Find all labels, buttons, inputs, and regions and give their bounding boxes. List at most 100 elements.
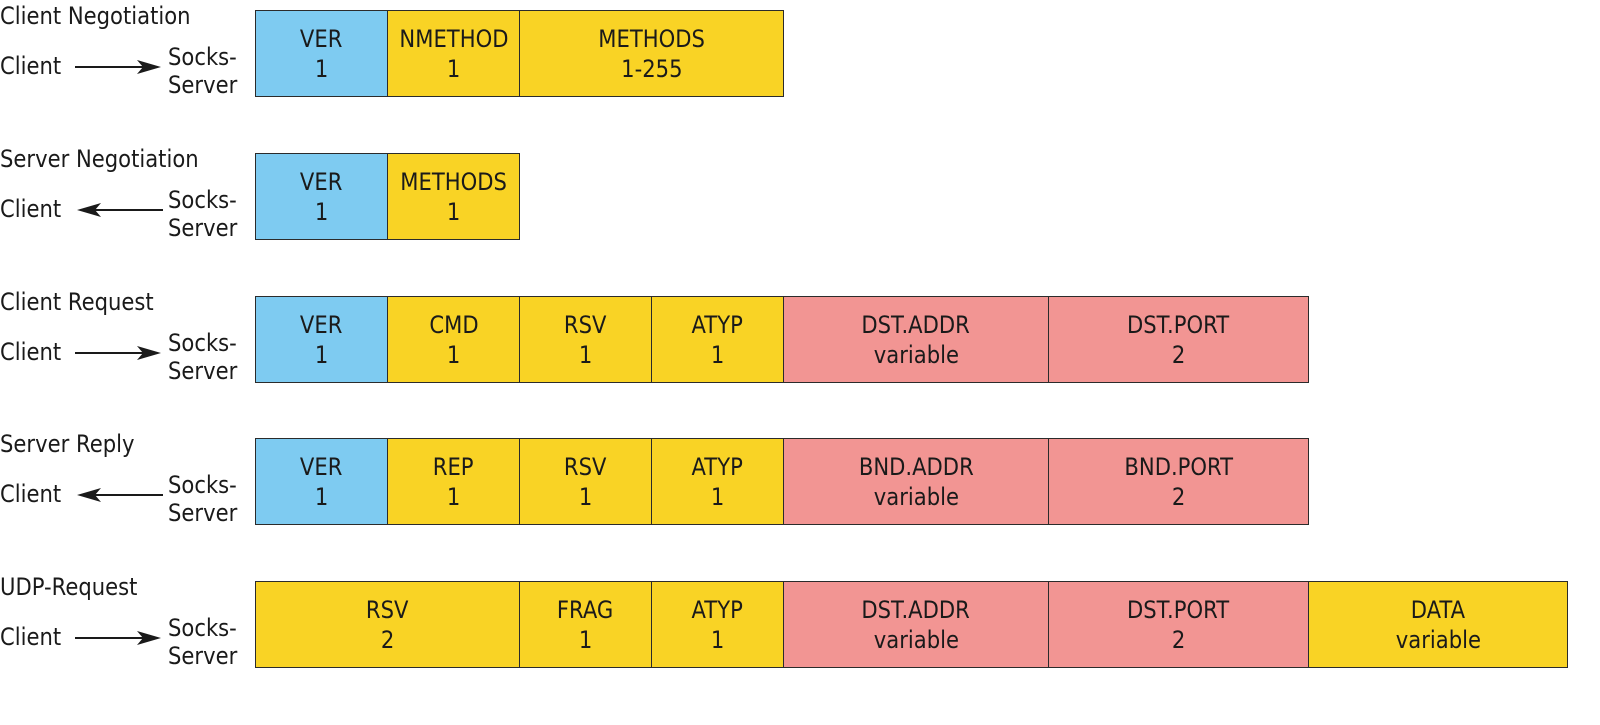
socks-server-label-line2: Server [168,642,238,670]
section-title: Server Negotiation [0,145,199,173]
field-box: BND.ADDR variable [783,438,1049,525]
field-size: 1 [578,625,593,654]
field-box: RSV 1 [519,296,652,383]
field-box: REP 1 [387,438,520,525]
field-name: RSV [564,310,607,339]
field-size: 2 [1171,625,1186,654]
field-name: RSV [564,452,607,481]
field-size: 1 [446,482,461,511]
field-box: VER 1 [255,438,388,525]
field-name: BND.PORT [1124,452,1233,481]
arrow-left-icon [77,203,163,217]
field-name: DST.ADDR [861,310,971,339]
socks-server-label: Socks- Server [168,471,237,527]
field-name: VER [300,167,343,196]
field-name: ATYP [691,452,744,481]
client-label: Client [0,480,62,508]
field-size: 2 [1171,340,1186,369]
field-name: DST.PORT [1127,595,1230,624]
socks-server-label-line1: Socks- [168,471,237,499]
field-box: DATA variable [1308,581,1568,668]
section-title: Client Negotiation [0,2,191,30]
field-box: CMD 1 [387,296,520,383]
field-name: NMETHOD [398,24,509,53]
field-size: 1 [710,625,725,654]
field-name: ATYP [691,310,744,339]
field-box: VER 1 [255,153,388,240]
field-box: VER 1 [255,296,388,383]
field-name: FRAG [557,595,614,624]
field-box: ATYP 1 [651,438,784,525]
field-box: ATYP 1 [651,296,784,383]
field-size: 1 [314,482,329,511]
field-box: METHODS 1 [387,153,520,240]
field-name: DATA [1410,595,1466,624]
field-size: 1 [446,54,461,83]
client-label: Client [0,623,62,651]
field-box: DST.PORT 2 [1048,296,1309,383]
socks-server-label-line1: Socks- [168,329,237,357]
socks-server-label-line1: Socks- [168,614,237,642]
field-size: variable [1395,625,1481,654]
field-name: VER [300,310,343,339]
client-label: Client [0,195,62,223]
arrow-right-icon [75,346,161,360]
field-size: 1 [446,340,461,369]
field-size: 1 [314,340,329,369]
field-box: FRAG 1 [519,581,652,668]
socks-server-label: Socks- Server [168,329,237,385]
section-title: Client Request [0,288,154,316]
socks-server-label-line2: Server [168,71,238,99]
client-label: Client [0,338,62,366]
field-box: VER 1 [255,10,388,97]
field-size: 1 [710,482,725,511]
field-name: METHODS [598,24,705,53]
socks-server-label: Socks- Server [168,43,237,99]
field-size: 1 [578,340,593,369]
field-box: BND.PORT 2 [1048,438,1309,525]
socks-server-label-line2: Server [168,499,238,527]
field-box: METHODS 1-255 [519,10,784,97]
field-size: 1 [710,340,725,369]
field-size: 1 [314,197,329,226]
socks-server-label-line1: Socks- [168,43,237,71]
section-client-negotiation: Client Negotiation Client Socks- Server … [0,0,1600,100]
field-size: 2 [380,625,395,654]
arrow-left-icon [77,488,163,502]
socks-server-label: Socks- Server [168,186,237,242]
field-box: RSV 1 [519,438,652,525]
field-name: VER [300,24,343,53]
socks-server-label: Socks- Server [168,614,237,670]
field-name: ATYP [691,595,744,624]
field-box: RSV 2 [255,581,520,668]
client-label: Client [0,52,62,80]
field-size: variable [873,340,959,369]
section-udp-request: UDP-Request Client Socks- Server RSV 2 F… [0,571,1600,671]
arrow-right-icon [75,631,161,645]
field-name: VER [300,452,343,481]
field-size: 1 [314,54,329,83]
socks-server-label-line2: Server [168,357,238,385]
field-box: DST.ADDR variable [783,296,1049,383]
section-client-request: Client Request Client Socks- Server VER … [0,286,1600,386]
field-size: 1 [446,197,461,226]
section-title: UDP-Request [0,573,138,601]
field-name: BND.ADDR [858,452,974,481]
field-name: DST.ADDR [861,595,971,624]
field-box: DST.ADDR variable [783,581,1049,668]
section-server-reply: Server Reply Client Socks- Server VER 1 … [0,428,1600,528]
field-name: REP [433,452,474,481]
field-box: NMETHOD 1 [387,10,520,97]
section-server-negotiation: Server Negotiation Client Socks- Server … [0,143,1600,243]
socks-server-label-line1: Socks- [168,186,237,214]
field-size: 1 [578,482,593,511]
field-name: CMD [428,310,479,339]
socks-server-label-line2: Server [168,214,238,242]
field-size: 1-255 [620,54,683,83]
field-name: RSV [366,595,409,624]
arrow-right-icon [75,60,161,74]
field-size: variable [873,625,959,654]
section-title: Server Reply [0,430,135,458]
field-size: variable [873,482,959,511]
field-box: ATYP 1 [651,581,784,668]
